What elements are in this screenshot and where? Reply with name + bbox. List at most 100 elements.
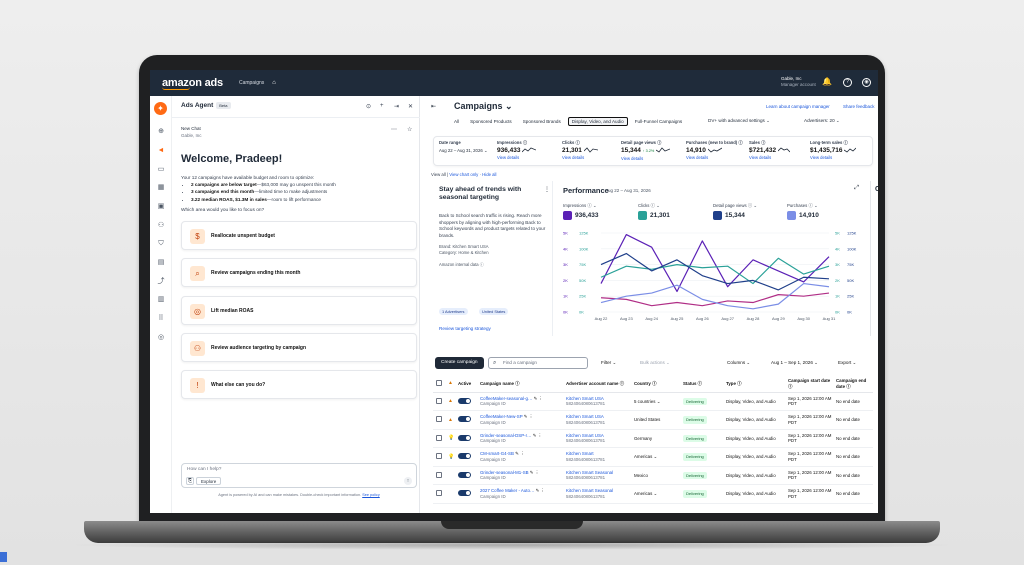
add-icon[interactable]: ⊕: [158, 128, 164, 135]
suggestion-card-roas[interactable]: ◎ Lift median ROAS: [181, 296, 417, 325]
create-campaign-button[interactable]: Create campaign: [435, 357, 484, 369]
date-range-button[interactable]: Aug 1 – Sep 1, 2026 ⌄: [771, 360, 819, 365]
edit-icon[interactable]: ✎: [515, 451, 519, 457]
suggestion-card-ending[interactable]: ⌕ Review campaigns ending this month: [181, 258, 417, 287]
row-checkbox[interactable]: [433, 447, 445, 467]
explore-button[interactable]: Explore: [196, 477, 222, 485]
advertiser-link[interactable]: Kitchen Smart USA: [566, 395, 604, 401]
profile-icon[interactable]: ◉: [862, 78, 871, 87]
view-details-link[interactable]: View details: [749, 155, 772, 160]
header-status[interactable]: Status ⓘ: [680, 376, 723, 393]
more-icon[interactable]: ⋮: [544, 187, 550, 193]
advertiser-cell[interactable]: Kitchen Smart USA 5824064080613781: [563, 429, 631, 448]
edit-icon[interactable]: ✎: [532, 432, 537, 438]
close-icon[interactable]: ✕: [408, 104, 414, 110]
suggestion-card-audience[interactable]: ⚇ Review audience targeting by campaign: [181, 333, 417, 362]
amazon-ads-logo[interactable]: amazon ads: [162, 76, 223, 90]
grid-icon[interactable]: ▦: [157, 184, 165, 191]
row-checkbox[interactable]: [433, 429, 445, 448]
campaign-name-cell[interactable]: CoffeeMaker-seasonal-g… ✎ ⋮ Campaign ID: [477, 392, 563, 411]
metric-long-term-sales[interactable]: Long-term sales ⓘ $1,435,716 View detail…: [810, 140, 857, 161]
find-campaign-input[interactable]: Find a campaign: [488, 357, 588, 369]
campaign-name-cell[interactable]: CM-smart-G4-SB ✎ ⋮ Campaign ID: [477, 447, 563, 467]
edit-icon[interactable]: ✎: [529, 469, 534, 475]
home-icon[interactable]: ⌂: [272, 80, 276, 86]
edit-icon[interactable]: ✎: [535, 488, 540, 494]
advertiser-cell[interactable]: Kitchen Smart USA 5824064080613781: [563, 410, 631, 430]
view-all-link[interactable]: View all: [431, 172, 446, 177]
advertiser-link[interactable]: Kitchen Smart USA: [566, 414, 604, 420]
globe-icon[interactable]: ◎: [157, 334, 165, 341]
campaign-name-link[interactable]: CM-smart-G4-SB: [480, 451, 514, 457]
table-row[interactable]: 💡 CM-smart-G4-SB ✎ ⋮ Campaign ID Kitchen Sm…: [433, 447, 873, 467]
collapse-panel-icon[interactable]: ⇤: [431, 104, 437, 110]
campaign-name-link[interactable]: CoffeeMaker-New-SP: [480, 414, 523, 420]
policy-link[interactable]: See policy: [362, 493, 380, 497]
filter-button[interactable]: Filter ⌄: [601, 360, 617, 365]
campaign-name-cell[interactable]: CoffeeMaker-New-SP ✎ ⋮ Campaign ID: [477, 410, 563, 430]
table-row[interactable]: ▲ CoffeeMaker-New-SP ✎ ⋮ Campaign ID Kitche…: [433, 410, 873, 430]
document-icon[interactable]: ▭: [157, 166, 165, 173]
chart-only-link[interactable]: View chart only: [449, 172, 479, 177]
hide-all-link[interactable]: Hide all: [482, 172, 497, 177]
header-end-date[interactable]: Campaign end date ⓘ: [833, 376, 873, 393]
advertiser-link[interactable]: Kitchen Smart: [566, 451, 594, 457]
star-icon[interactable]: ☆: [407, 127, 413, 133]
megaphone-icon[interactable]: ◄: [157, 147, 165, 154]
campaign-name-link[interactable]: Grinder-seasonal-DSP-r…: [480, 432, 532, 438]
advertiser-link[interactable]: Kitchen Smart Seasonal: [566, 469, 614, 475]
header-active[interactable]: Active: [455, 376, 477, 393]
advertisers-select[interactable]: Advertisers: 20 ⌄: [804, 118, 840, 123]
agent-logo-icon[interactable]: ✦: [154, 102, 167, 115]
header-country[interactable]: Country ⓘ: [631, 376, 680, 393]
bulk-actions-button[interactable]: Bulk actions ⌄: [640, 360, 670, 365]
advertiser-cell[interactable]: Kitchen Smart USA 5824064080613781: [563, 392, 631, 411]
columns-button[interactable]: Columns ⌄: [727, 360, 751, 365]
chart-icon[interactable]: ⤴: [157, 278, 165, 285]
table-row[interactable]: 2027 Coffee Maker - Auto… ✎ ⋮ Campaign ID…: [433, 484, 873, 504]
campaign-name-link[interactable]: Grinder-seasonal-M1-SB: [480, 469, 529, 475]
media-icon[interactable]: ▣: [157, 203, 165, 210]
select-all-checkbox[interactable]: [433, 376, 445, 393]
advertiser-cell[interactable]: Kitchen Smart Seasonal 5824064080613781: [563, 484, 631, 504]
active-toggle[interactable]: [455, 392, 477, 411]
active-toggle[interactable]: [455, 447, 477, 467]
help-icon[interactable]: ?: [843, 78, 852, 87]
learn-link[interactable]: Learn about campaign manager: [766, 104, 830, 109]
expand-icon[interactable]: ⤢: [854, 185, 859, 191]
nav-campaigns-link[interactable]: Campaigns: [238, 80, 265, 86]
campaign-name-link[interactable]: CoffeeMaker-seasonal-g…: [480, 395, 533, 401]
suggestion-card-more[interactable]: ! What else can you do?: [181, 370, 417, 399]
header-start-date[interactable]: Campaign start date ⓘ: [785, 376, 833, 393]
bar-chart-icon[interactable]: ▥: [157, 296, 165, 303]
row-checkbox[interactable]: [433, 410, 445, 430]
bell-icon[interactable]: 🔔: [822, 77, 832, 86]
active-toggle[interactable]: [455, 484, 477, 504]
advertiser-link[interactable]: Kitchen Smart USA: [566, 432, 604, 438]
metric-sales[interactable]: Sales ⓘ $721,432 View details: [749, 140, 790, 161]
campaign-name-link[interactable]: 2027 Coffee Maker - Auto…: [480, 488, 535, 494]
country-cell[interactable]: Americas ⌄: [631, 484, 680, 504]
active-toggle[interactable]: [455, 410, 477, 430]
apps-icon[interactable]: ⠿: [158, 315, 164, 322]
view-details-link[interactable]: View details: [562, 155, 585, 160]
table-row[interactable]: ▲ CoffeeMaker-seasonal-g… ✎ ⋮ Campaign ID K…: [433, 392, 873, 411]
row-checkbox[interactable]: [433, 466, 445, 485]
view-details-link[interactable]: View details: [621, 156, 644, 161]
perf-metric-clicks[interactable]: Clicks ⓘ ⌄ 21,301: [638, 203, 670, 220]
row-checkbox[interactable]: [433, 484, 445, 504]
metric-purchases[interactable]: Purchases (new to brand) ⓘ 14,910 View d…: [686, 140, 743, 160]
metric-impressions[interactable]: Impressions ⓘ 936,433 View details: [497, 140, 537, 161]
page-title[interactable]: Campaigns ⌄: [454, 101, 513, 111]
tab-sponsored-brands[interactable]: Sponsored Brands: [522, 119, 561, 124]
feedback-link[interactable]: Share feedback: [843, 104, 875, 109]
perf-metric-purchases[interactable]: Purchases ⓘ ⌄ 14,910: [787, 203, 819, 220]
tab-all[interactable]: All: [454, 119, 460, 124]
advertiser-cell[interactable]: Kitchen Smart 5824064080613781: [563, 447, 631, 467]
tab-sponsored-products[interactable]: Sponsored Products: [470, 119, 512, 124]
perf-metric-impressions[interactable]: Impressions ⓘ ⌄ 936,433: [563, 203, 599, 220]
perf-metric-dpv[interactable]: Detail page views ⓘ ⌄ 15,344: [713, 203, 757, 220]
header-campaign-name[interactable]: Campaign name ⓘ: [477, 376, 563, 393]
edit-icon[interactable]: ✎: [533, 395, 538, 401]
view-details-link[interactable]: View details: [810, 155, 833, 160]
